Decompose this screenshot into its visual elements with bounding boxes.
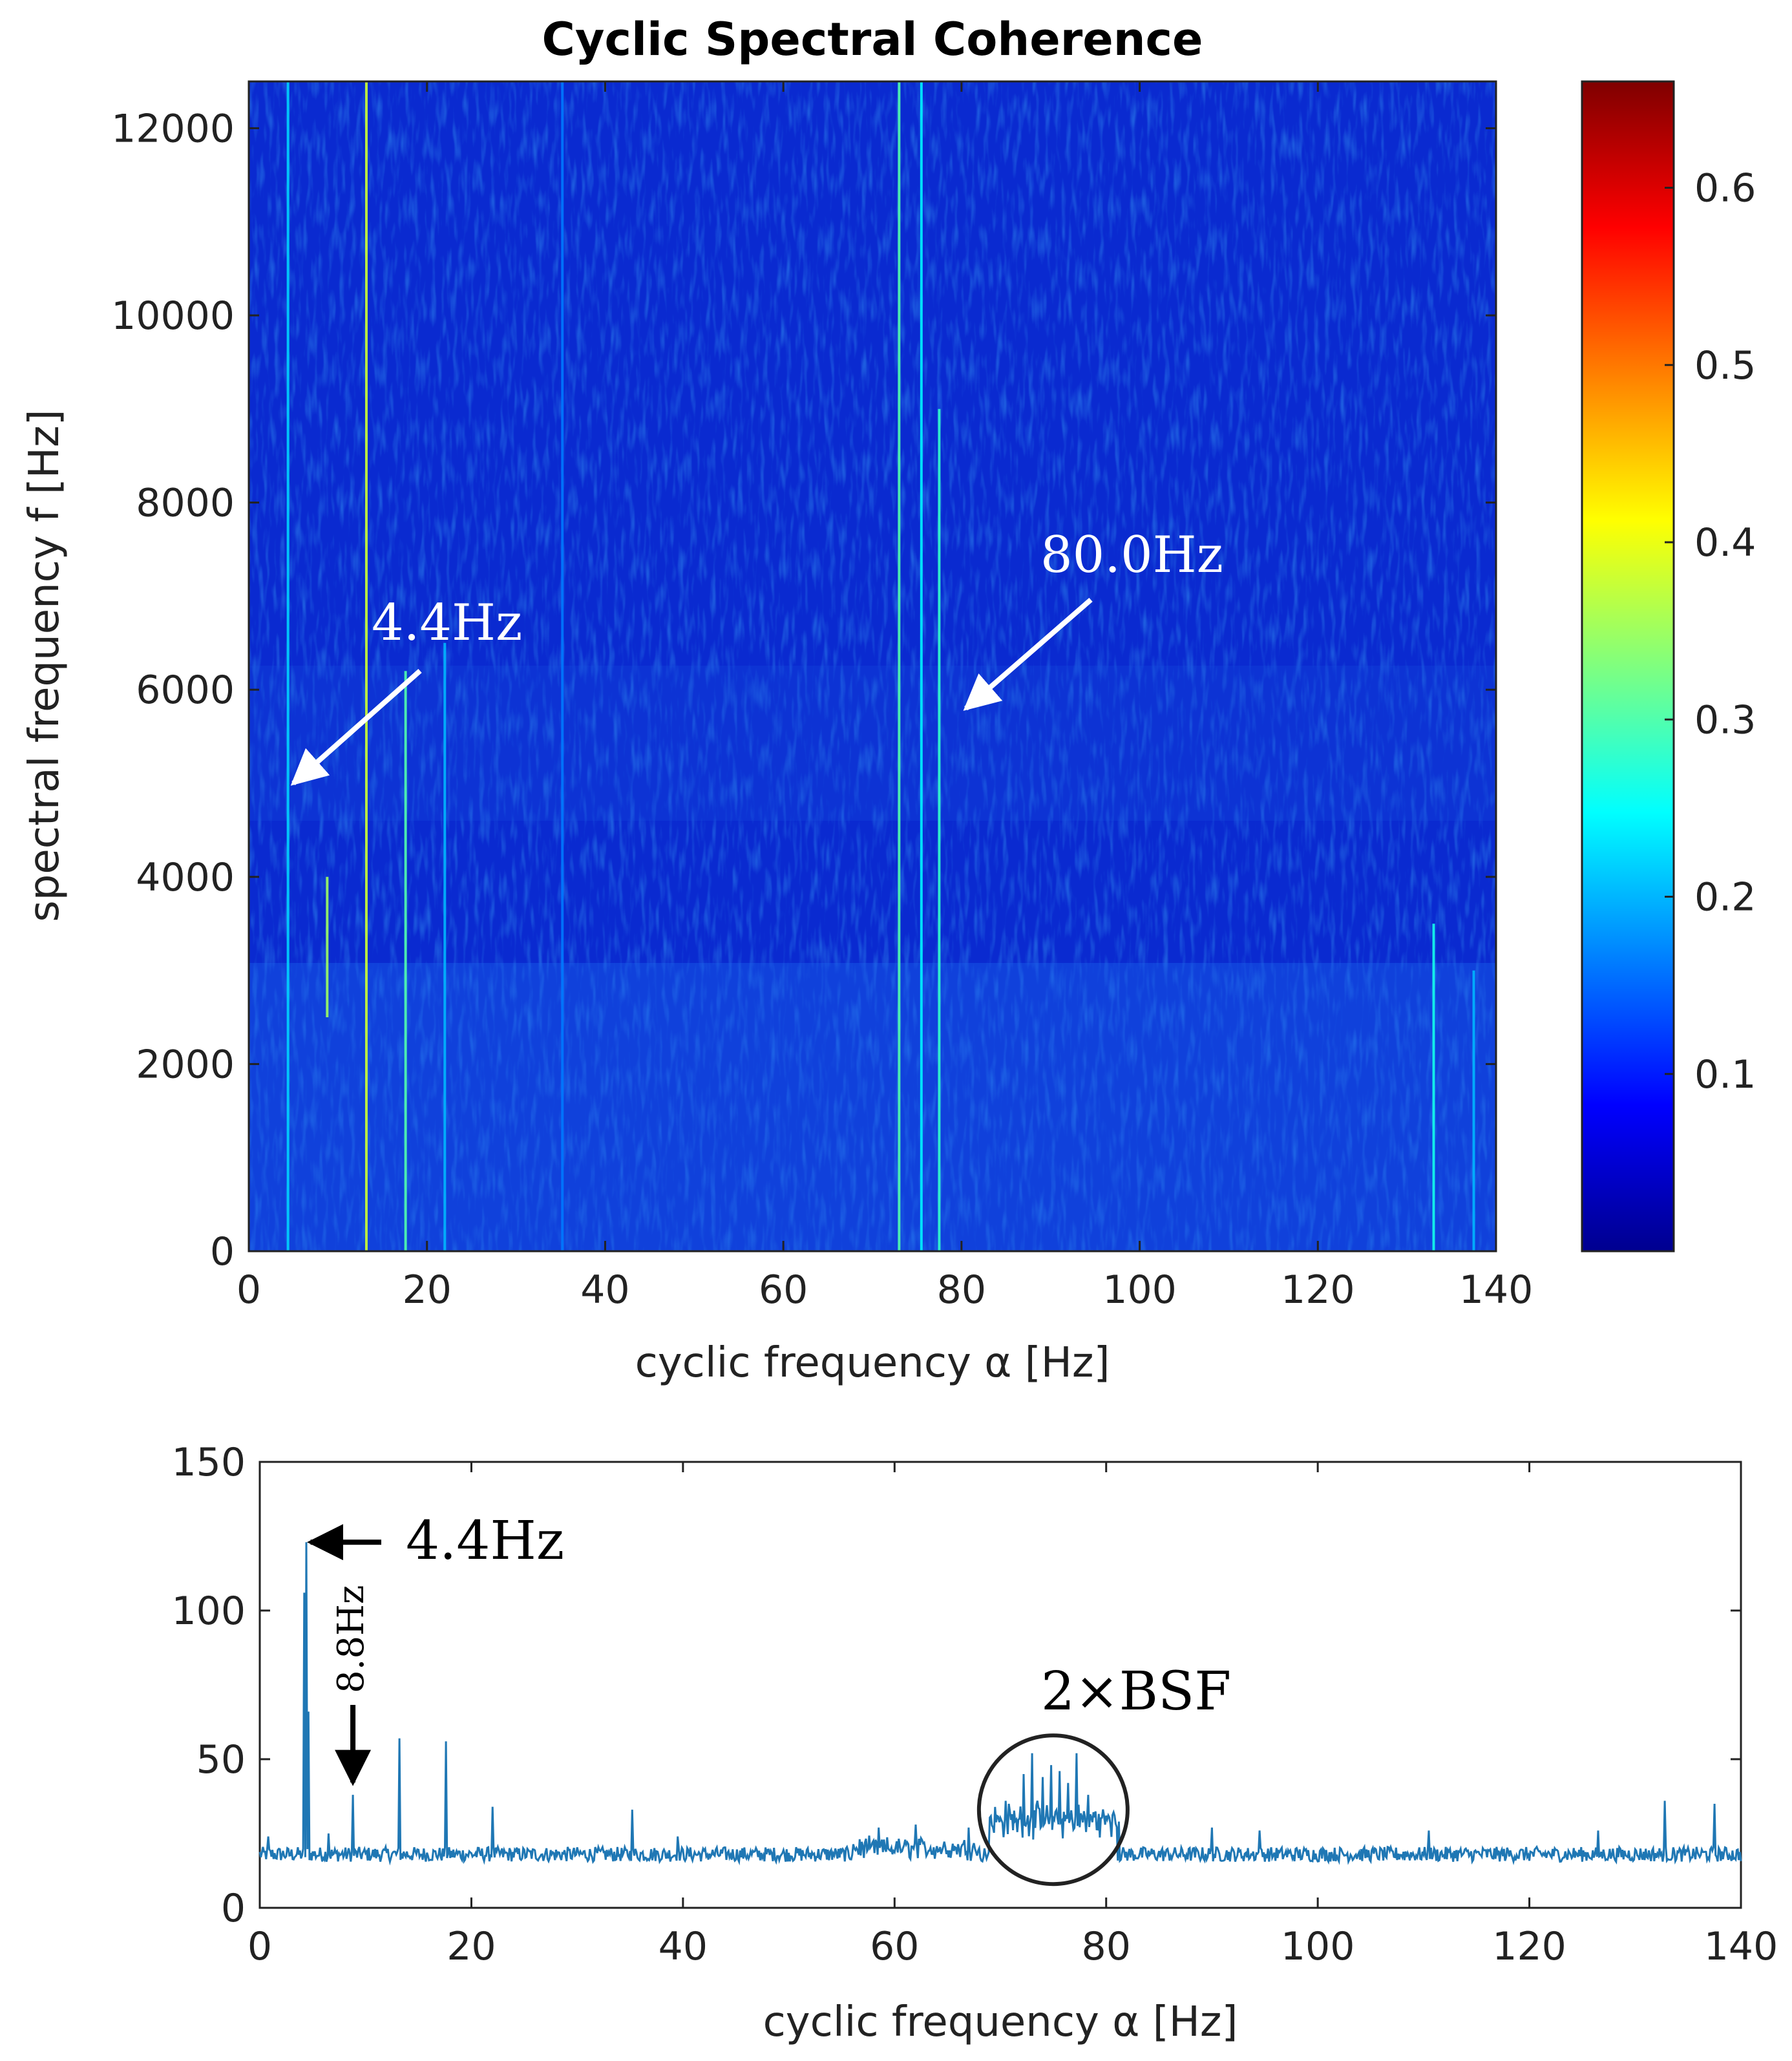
y-tick-label: 10000 xyxy=(111,293,235,339)
heatmap-x-label: cyclic frequency α [Hz] xyxy=(635,1339,1110,1387)
annotation-circle xyxy=(976,1733,1130,1887)
y-tick-label: 6000 xyxy=(136,668,235,713)
annotation-arrow xyxy=(963,597,1093,711)
x-tick-label: 100 xyxy=(1102,1267,1177,1313)
heatmap-vertical-lines xyxy=(286,81,1475,1251)
colorbar-tick-label: 0.2 xyxy=(1694,875,1756,920)
heatmap-frame xyxy=(248,80,1497,1252)
lineplot-x-label: cyclic frequency α [Hz] xyxy=(763,1998,1238,2046)
x-tick-label: 140 xyxy=(1704,1924,1778,1969)
x-tick-label: 140 xyxy=(1459,1267,1534,1313)
lineplot-annotation-8-8hz: 8.8Hz xyxy=(330,1585,372,1786)
heatmap-plot-area xyxy=(249,81,1496,1251)
colorbar-tick-label: 0.6 xyxy=(1694,166,1756,211)
heatmap-texture xyxy=(249,81,1496,1251)
y-tick-label: 12000 xyxy=(111,106,235,151)
lineplot-annotation-2xbsf: 2×BSF xyxy=(976,1661,1231,1887)
y-tick-label: 0 xyxy=(210,1229,235,1274)
x-tick-label: 80 xyxy=(937,1267,986,1313)
lineplot-series xyxy=(258,1542,1742,1866)
heatmap-y-label: spectral frequency f [Hz] xyxy=(21,409,69,922)
heatmap-annotation-80hz: 80.0Hz xyxy=(963,526,1223,711)
annotation-arrow xyxy=(290,669,422,786)
x-tick-label: 20 xyxy=(403,1267,452,1313)
y-tick-label: 8000 xyxy=(136,481,235,526)
lineplot-frame xyxy=(258,1461,1742,1909)
heatmap-title: Cyclic Spectral Coherence xyxy=(542,13,1203,66)
annotation-label: 4.4Hz xyxy=(372,594,522,652)
lineplot-x-ticks: 0 20 40 60 80 100 120 140 xyxy=(248,1462,1778,1969)
x-tick-label: 60 xyxy=(759,1267,808,1313)
y-tick-label: 2000 xyxy=(136,1042,235,1087)
heatmap-y-ticks: 0 2000 4000 6000 8000 10000 12000 xyxy=(111,106,1496,1274)
colorbar-tick-label: 0.5 xyxy=(1694,343,1756,388)
x-tick-label: 0 xyxy=(248,1924,272,1969)
x-tick-label: 60 xyxy=(870,1924,919,1969)
x-tick-label: 120 xyxy=(1281,1267,1355,1313)
x-tick-label: 40 xyxy=(659,1924,708,1969)
x-tick-label: 120 xyxy=(1492,1924,1566,1969)
annotation-label: 2×BSF xyxy=(1041,1661,1231,1722)
colorbar-tick-label: 0.3 xyxy=(1694,697,1756,743)
y-tick-label: 50 xyxy=(196,1737,246,1782)
colorbar-tick-label: 0.1 xyxy=(1694,1052,1756,1097)
colorbar xyxy=(1581,80,1675,1252)
x-tick-label: 40 xyxy=(580,1267,629,1313)
x-tick-label: 100 xyxy=(1281,1924,1355,1969)
lineplot-annotation-4-4hz: 4.4Hz xyxy=(306,1510,564,1572)
x-tick-label: 80 xyxy=(1082,1924,1131,1969)
x-tick-label: 20 xyxy=(447,1924,496,1969)
y-tick-label: 100 xyxy=(171,1589,246,1634)
lineplot-y-ticks: 0 50 100 150 xyxy=(171,1440,1741,1931)
heatmap-lowfreq-band xyxy=(249,963,1496,1251)
y-tick-label: 4000 xyxy=(136,855,235,900)
heatmap-mid-band xyxy=(249,666,1496,821)
heatmap-x-ticks: 0 20 40 60 80 100 120 140 xyxy=(237,81,1533,1313)
annotation-label: 4.4Hz xyxy=(406,1510,564,1572)
heatmap-annotation-4-4hz: 4.4Hz xyxy=(290,594,522,786)
annotation-label: 8.8Hz xyxy=(330,1585,372,1693)
annotation-label: 80.0Hz xyxy=(1040,526,1223,584)
x-tick-label: 0 xyxy=(237,1267,261,1313)
colorbar-tick-label: 0.4 xyxy=(1694,520,1756,565)
y-tick-label: 0 xyxy=(221,1886,246,1931)
y-tick-label: 150 xyxy=(171,1440,246,1485)
colorbar-ticks: 0.1 0.2 0.3 0.4 0.5 0.6 xyxy=(1665,166,1756,1097)
